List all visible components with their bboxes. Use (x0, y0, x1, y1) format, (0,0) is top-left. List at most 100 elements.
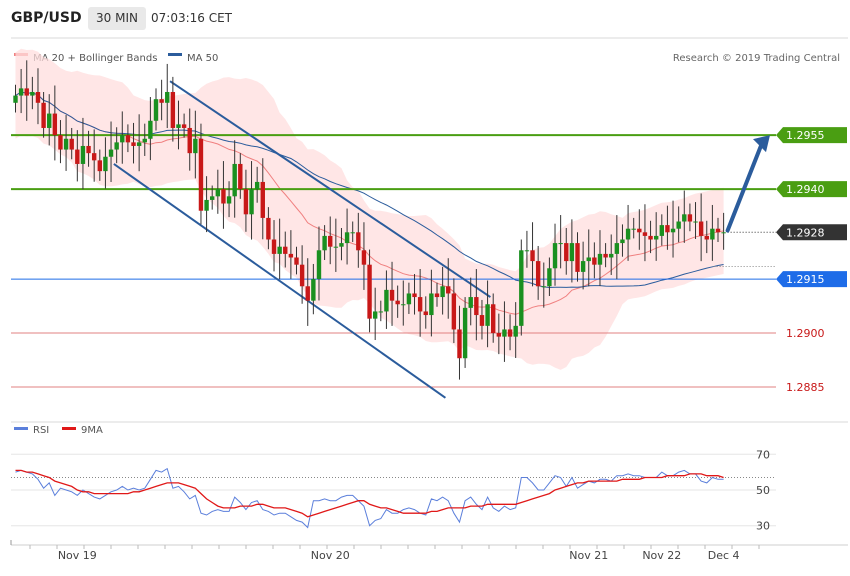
candle (283, 231, 288, 268)
candle (676, 206, 681, 243)
candle (311, 263, 316, 315)
price-tag-label: 1.2955 (786, 129, 825, 142)
candle (502, 301, 507, 362)
candle (159, 79, 164, 121)
candle (181, 113, 187, 138)
candle (507, 314, 513, 351)
trendline-upper (169, 80, 491, 298)
candle (395, 285, 400, 318)
time-axis-label: Nov 22 (642, 549, 681, 562)
price-tag-1.2915: 1.2915 (776, 271, 847, 288)
candle (266, 207, 271, 250)
candle (519, 239, 524, 336)
candle (243, 169, 249, 232)
candle (204, 176, 209, 233)
candle (97, 149, 102, 181)
candle (41, 91, 46, 138)
ma20-legend-label: MA 20 + Bollinger Bands (33, 53, 157, 64)
candle (114, 127, 119, 164)
price-tag-1.2885: 1.2885 (776, 379, 847, 396)
rsi-legend-label: RSI (33, 425, 49, 436)
candle (328, 216, 333, 265)
price-tag-label: 1.2900 (786, 327, 825, 340)
candle (322, 225, 327, 261)
forecast-arrow-shaft (725, 141, 764, 233)
candle (491, 293, 496, 343)
candle (631, 217, 636, 239)
candle (496, 313, 502, 355)
rsi-line (15, 467, 724, 529)
candle (704, 220, 709, 254)
level-lines (11, 134, 776, 388)
candle (254, 166, 260, 203)
candle (210, 185, 215, 210)
price-tag-1.2928: 1.2928 (776, 224, 847, 241)
candle (558, 215, 563, 269)
price-tags: 1.2955 1.2940 1.2928 1.2915 1.2900 1.2885 (776, 127, 847, 396)
candle (271, 220, 277, 272)
forecast-arrow-head (753, 135, 770, 153)
rsi-swatch (14, 427, 28, 430)
candle (232, 140, 237, 218)
candle (378, 300, 383, 322)
candle (530, 222, 535, 287)
candle (609, 234, 614, 275)
rsi-ma-line (15, 469, 724, 518)
candle (513, 302, 518, 359)
candle (69, 127, 74, 160)
ma50-legend-label: MA 50 (187, 53, 218, 64)
price-tag-1.2955: 1.2955 (776, 127, 847, 144)
candle (457, 305, 462, 380)
candle (682, 190, 687, 243)
timeframe-badge[interactable]: 30 MIN (88, 7, 146, 30)
rsi-ma-legend-label: 9MA (81, 425, 103, 436)
candle (361, 222, 367, 290)
candle (18, 68, 24, 114)
candle (580, 241, 586, 290)
candle (125, 124, 131, 153)
candle (238, 153, 243, 199)
candle (406, 282, 412, 314)
candlesticks (13, 60, 726, 380)
candle (142, 123, 147, 156)
candle (187, 108, 192, 171)
candle (603, 243, 608, 268)
candle (52, 85, 58, 161)
candle (474, 269, 479, 341)
candle (120, 111, 125, 164)
candle (316, 226, 322, 301)
candle (586, 229, 591, 287)
rsi-ma-swatch (62, 427, 76, 430)
candle (665, 205, 670, 250)
candle (226, 181, 232, 218)
price-tag-label: 1.2940 (786, 183, 825, 196)
candle (687, 203, 693, 232)
candle (260, 158, 265, 240)
candle (339, 227, 344, 261)
candle (462, 297, 468, 368)
chart-time: 07:03:16 CET (151, 11, 232, 25)
candle (642, 204, 648, 262)
candle (569, 219, 575, 283)
price-tag-1.2900: 1.2900 (776, 325, 847, 342)
time-axis-label: Nov 21 (569, 549, 608, 562)
candle (131, 122, 136, 164)
candle (136, 114, 142, 172)
candle (592, 242, 597, 279)
candle (198, 123, 204, 225)
candle (389, 261, 395, 326)
candle (384, 270, 389, 329)
trend-channel (113, 80, 491, 399)
candle (344, 208, 350, 265)
candle (350, 221, 355, 243)
candle (446, 258, 451, 319)
time-axis-label: Nov 19 (58, 549, 97, 562)
candle (524, 230, 530, 268)
candle (597, 230, 603, 287)
time-axis-label: Nov 20 (311, 549, 350, 562)
candle (653, 212, 659, 261)
bollinger-bands (15, 48, 724, 370)
time-axis-label: Dec 4 (708, 549, 740, 562)
candle (575, 232, 580, 282)
bollinger-band-area (15, 48, 724, 370)
